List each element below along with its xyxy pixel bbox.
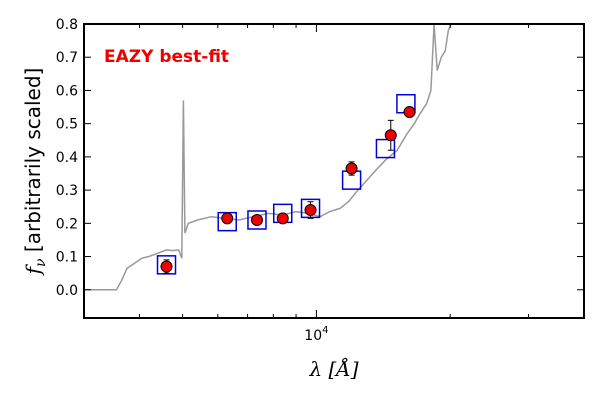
template-layer	[84, 23, 452, 291]
plot-frame	[83, 23, 585, 319]
observed-point	[276, 212, 289, 225]
y-tick-label: 0.5	[56, 117, 78, 133]
model-point	[156, 255, 177, 275]
y-tick-label: 0.6	[56, 83, 78, 99]
observed-point	[345, 162, 358, 175]
y-tick-label: 0.0	[56, 283, 78, 299]
model-point	[375, 138, 396, 159]
observed-point	[221, 212, 234, 225]
y-tick-label: 0.7	[56, 50, 78, 66]
observed-point	[384, 129, 397, 142]
y-tick-label: 0.2	[56, 216, 78, 232]
y-tick-label: 0.3	[56, 183, 78, 199]
observed-point	[250, 214, 263, 226]
model-point	[247, 210, 267, 230]
ticks-layer: 0.0 0.1 0.2 0.3 0.4 0.5 0.6 0.7 0.8 104	[56, 17, 584, 344]
x-axis-label: λ [Å]	[308, 356, 358, 381]
observed-point	[304, 204, 317, 217]
x-tick-label: 104	[304, 325, 328, 344]
observed-points-layer	[160, 106, 416, 274]
y-tick-label: 0.4	[56, 150, 78, 166]
y-tick-label: 0.1	[56, 250, 78, 266]
y-tick-label: 0.8	[56, 17, 78, 33]
observed-point	[160, 260, 173, 273]
y-axis-label: fν [arbitrarily scaled]	[21, 68, 49, 277]
annotation-label: EAZY best-fit	[104, 47, 229, 67]
model-points-layer	[156, 93, 416, 275]
template-line	[84, 23, 452, 291]
observed-point	[403, 106, 416, 119]
x-axis-unit: Å	[334, 356, 350, 381]
svg-text:fν [arbitrarily scaled]: fν [arbitrarily scaled]	[21, 68, 49, 277]
